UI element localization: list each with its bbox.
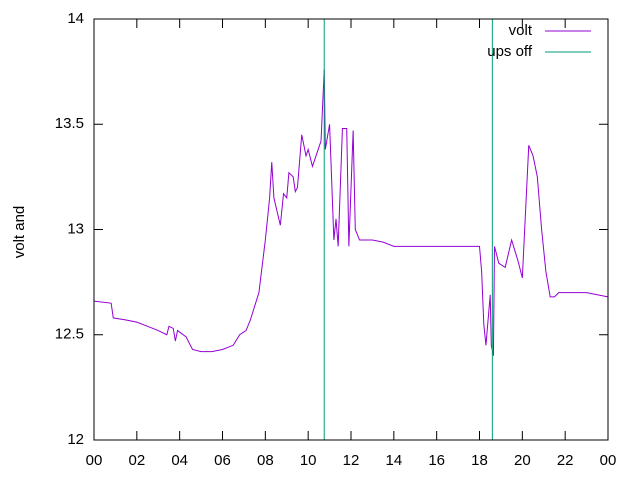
x-tick-label: 20: [514, 452, 531, 469]
x-tick-label: 18: [471, 452, 488, 469]
y-tick-label: 14: [67, 10, 84, 27]
legend-label: volt: [509, 22, 533, 39]
x-tick-label: 00: [86, 452, 103, 469]
y-tick-label: 12.5: [55, 326, 84, 343]
x-tick-label: 06: [214, 452, 231, 469]
x-tick-label: 22: [557, 452, 574, 469]
x-tick-label: 08: [257, 452, 274, 469]
y-axis-label: volt and: [11, 206, 28, 259]
legend-label: ups off: [487, 43, 533, 60]
x-tick-label: 00: [600, 452, 617, 469]
x-tick-label: 02: [128, 452, 145, 469]
y-tick-label: 12: [67, 431, 84, 448]
line: [93, 69, 609, 356]
x-tick-label: 04: [171, 452, 188, 469]
y-tick-label: 13.5: [55, 115, 84, 132]
x-tick-label: 16: [428, 452, 445, 469]
x-tick-label: 14: [385, 452, 402, 469]
plot-border: [93, 18, 609, 441]
y-tick-label: 13: [67, 220, 84, 237]
x-tick-label: 12: [343, 452, 360, 469]
x-tick-label: 10: [300, 452, 317, 469]
